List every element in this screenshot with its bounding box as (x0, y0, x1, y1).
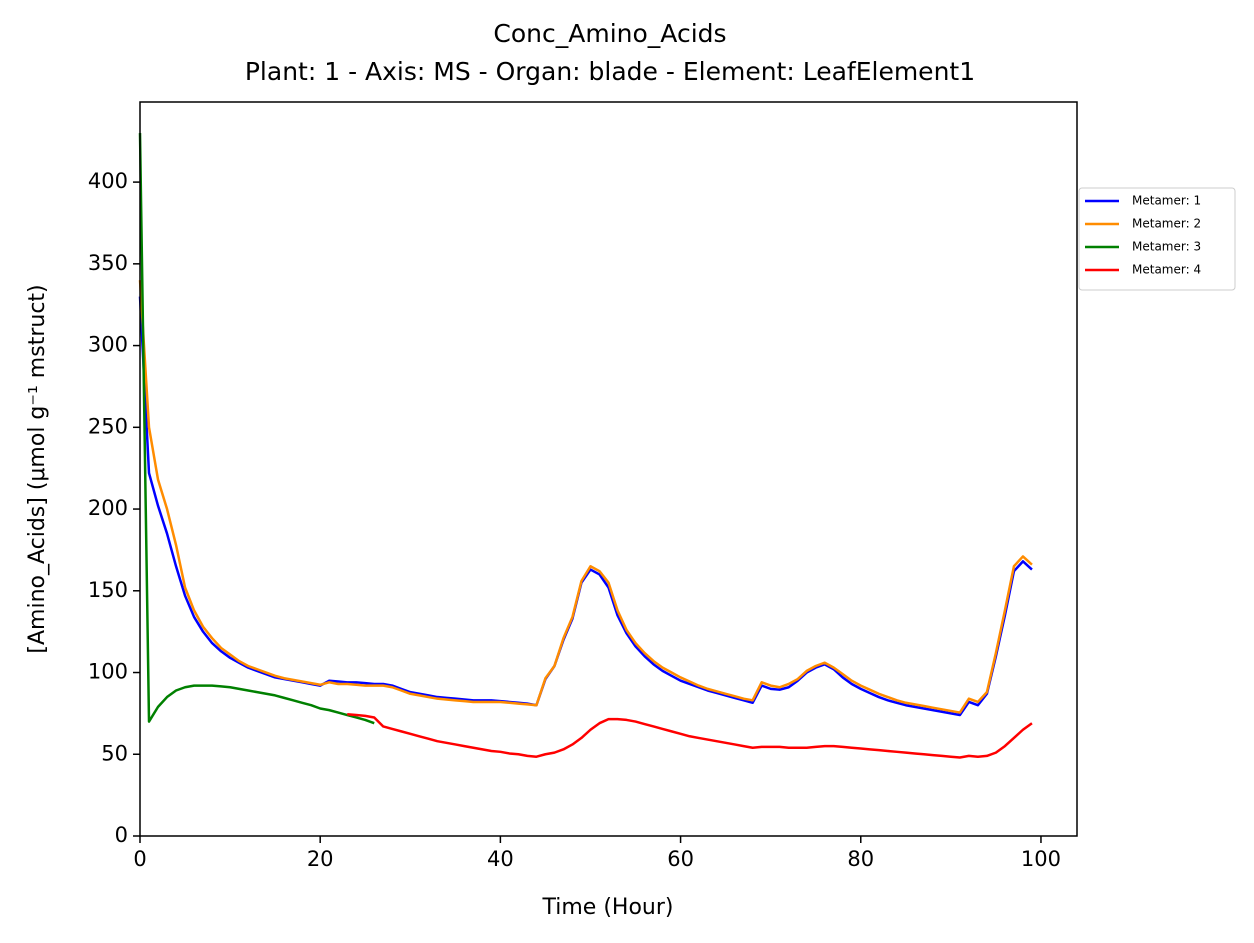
x-tick-label: 100 (1021, 847, 1061, 871)
x-axis-label: Time (Hour) (542, 895, 674, 920)
plot-frame (139, 101, 1078, 837)
legend-label: Metamer: 2 (1132, 217, 1201, 231)
y-tick-label: 0 (115, 823, 128, 847)
y-tick-label: 50 (101, 741, 128, 765)
legend-label: Metamer: 1 (1132, 194, 1201, 208)
x-tick-label: 0 (133, 847, 146, 871)
chart-title: Conc_Amino_Acids (493, 19, 726, 48)
legend-label: Metamer: 3 (1132, 240, 1201, 254)
data-line (347, 712, 1033, 759)
x-tick-label: 40 (487, 847, 514, 871)
y-tick-label: 250 (88, 414, 128, 438)
data-line (138, 296, 1033, 717)
y-tick-label: 300 (88, 333, 128, 357)
y-tick-label: 350 (88, 251, 128, 275)
data-line (138, 133, 375, 725)
y-tick-label: 200 (88, 496, 128, 520)
data-line (138, 280, 1033, 714)
legend-label: Metamer: 4 (1132, 263, 1201, 277)
chart-subtitle: Plant: 1 - Axis: MS - Organ: blade - Ele… (245, 57, 975, 86)
y-axis-label: [Amino_Acids] (μmol g⁻¹ mstruct) (25, 284, 50, 653)
y-tick-label: 100 (88, 660, 128, 684)
x-tick-label: 60 (667, 847, 694, 871)
y-tick-label: 400 (88, 169, 128, 193)
x-tick-label: 20 (307, 847, 334, 871)
x-tick-label: 80 (847, 847, 874, 871)
y-tick-label: 150 (88, 578, 128, 602)
legend-box (1078, 187, 1236, 291)
